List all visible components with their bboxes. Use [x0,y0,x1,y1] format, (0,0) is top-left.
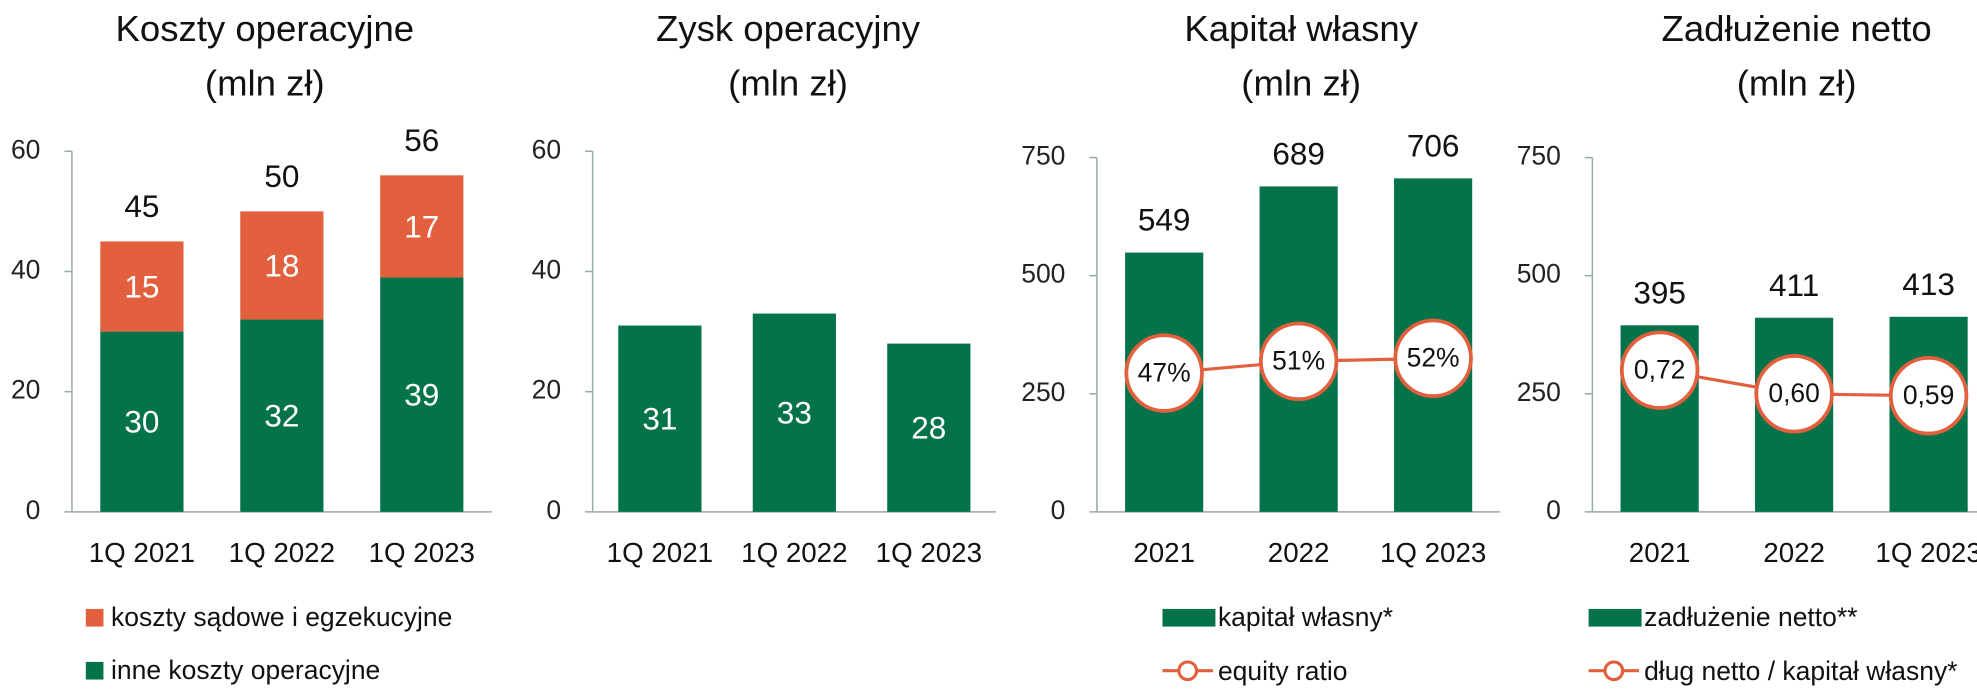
legend-swatch [85,608,104,627]
line-value-label: 52% [1407,343,1460,373]
legend-swatch [1588,608,1642,627]
total-label: 56 [404,122,439,158]
y-tick-label: 0 [546,495,561,525]
bar [752,313,836,512]
y-tick-label: 250 [1021,377,1065,407]
bar-value-label: 31 [642,401,677,437]
y-tick-label: 0 [26,495,41,525]
y-tick-label: 0 [1546,495,1561,525]
y-tick-label: 40 [532,254,561,284]
chart-subtitle: (mln zł) [1737,62,1857,103]
chart-title: Zysk operacyjny [656,8,921,49]
x-tick-label: 1Q 2023 [1875,537,1977,568]
y-tick-label: 20 [11,375,40,405]
chart-subtitle: (mln zł) [728,62,848,103]
x-tick-label: 1Q 2023 [1380,537,1486,568]
x-tick-label: 1Q 2022 [741,537,847,568]
bar [240,211,324,320]
legend-label: kapitał własny* [1218,602,1393,632]
x-tick-label: 2021 [1133,537,1195,568]
y-tick-label: 0 [1051,495,1066,525]
x-tick-label: 2022 [1763,537,1825,568]
line-value-label: 0,72 [1634,354,1686,384]
y-tick-label: 40 [11,254,40,284]
y-tick-label: 750 [1517,141,1561,171]
bar [380,175,464,278]
legend-label: zadłużenie netto** [1644,602,1857,632]
legend-label: inne koszty operacyjne [111,655,380,685]
bar-value-label: 28 [911,410,946,446]
line-value-label: 47% [1138,357,1191,387]
bar [618,325,702,512]
line-marker [1393,318,1473,399]
y-tick-label: 60 [11,134,40,164]
x-tick-label: 1Q 2023 [876,537,982,568]
x-tick-label: 1Q 2022 [229,537,335,568]
total-label: 50 [264,158,299,194]
bar-value-label: 413 [1902,266,1955,302]
y-tick-label: 500 [1517,259,1561,289]
y-tick-label: 20 [532,375,561,405]
bar [100,331,184,512]
chart-title: Zadłużenie netto [1662,8,1932,49]
legend-swatch [85,661,104,680]
legend-label: dług netto / kapitał własny* [1644,656,1957,686]
legend-label: equity ratio [1218,656,1347,686]
bar [380,277,464,512]
line-marker [1754,354,1834,434]
bar [887,343,971,512]
y-tick-label: 750 [1021,141,1065,171]
line-marker [1888,356,1969,436]
chart-subtitle: (mln zł) [1241,62,1361,103]
bar [100,241,184,332]
chart-title: Kapitał własny [1184,8,1418,49]
bar-value-label: 549 [1138,202,1191,238]
x-tick-label: 1Q 2021 [89,537,195,568]
legend-marker [1603,660,1625,682]
bar-value-label: 689 [1272,135,1325,171]
bar-value-label: 15 [124,268,159,304]
legend-marker [1177,660,1199,682]
chart-title: Koszty operacyjne [116,8,415,49]
bar-value-label: 18 [264,247,299,283]
y-tick-label: 60 [532,134,561,164]
bar [240,319,324,512]
line-value-label: 51% [1272,346,1325,376]
x-tick-label: 1Q 2023 [369,537,475,568]
line-value-label: 0,59 [1903,380,1955,410]
total-label: 45 [124,188,159,224]
y-tick-label: 250 [1517,377,1561,407]
chart-subtitle: (mln zł) [205,62,325,103]
line-value-label: 0,60 [1768,378,1820,408]
x-tick-label: 1Q 2021 [607,537,713,568]
bar-value-label: 395 [1633,274,1686,310]
bar-value-label: 17 [404,208,439,244]
bar-value-label: 411 [1769,267,1819,303]
bar-value-label: 706 [1407,127,1460,163]
bar-value-label: 30 [124,404,159,440]
y-tick-label: 500 [1021,259,1065,289]
bar-value-label: 32 [264,398,299,434]
legend-label: koszty sądowe i egzekucyjne [111,602,452,632]
legend-swatch [1162,608,1216,627]
line-marker [1124,333,1204,413]
x-tick-label: 2021 [1629,537,1691,568]
line-marker [1619,330,1700,410]
x-tick-label: 2022 [1268,537,1330,568]
bar-value-label: 39 [404,377,439,413]
line-marker [1258,321,1339,402]
bar-value-label: 33 [777,395,812,431]
